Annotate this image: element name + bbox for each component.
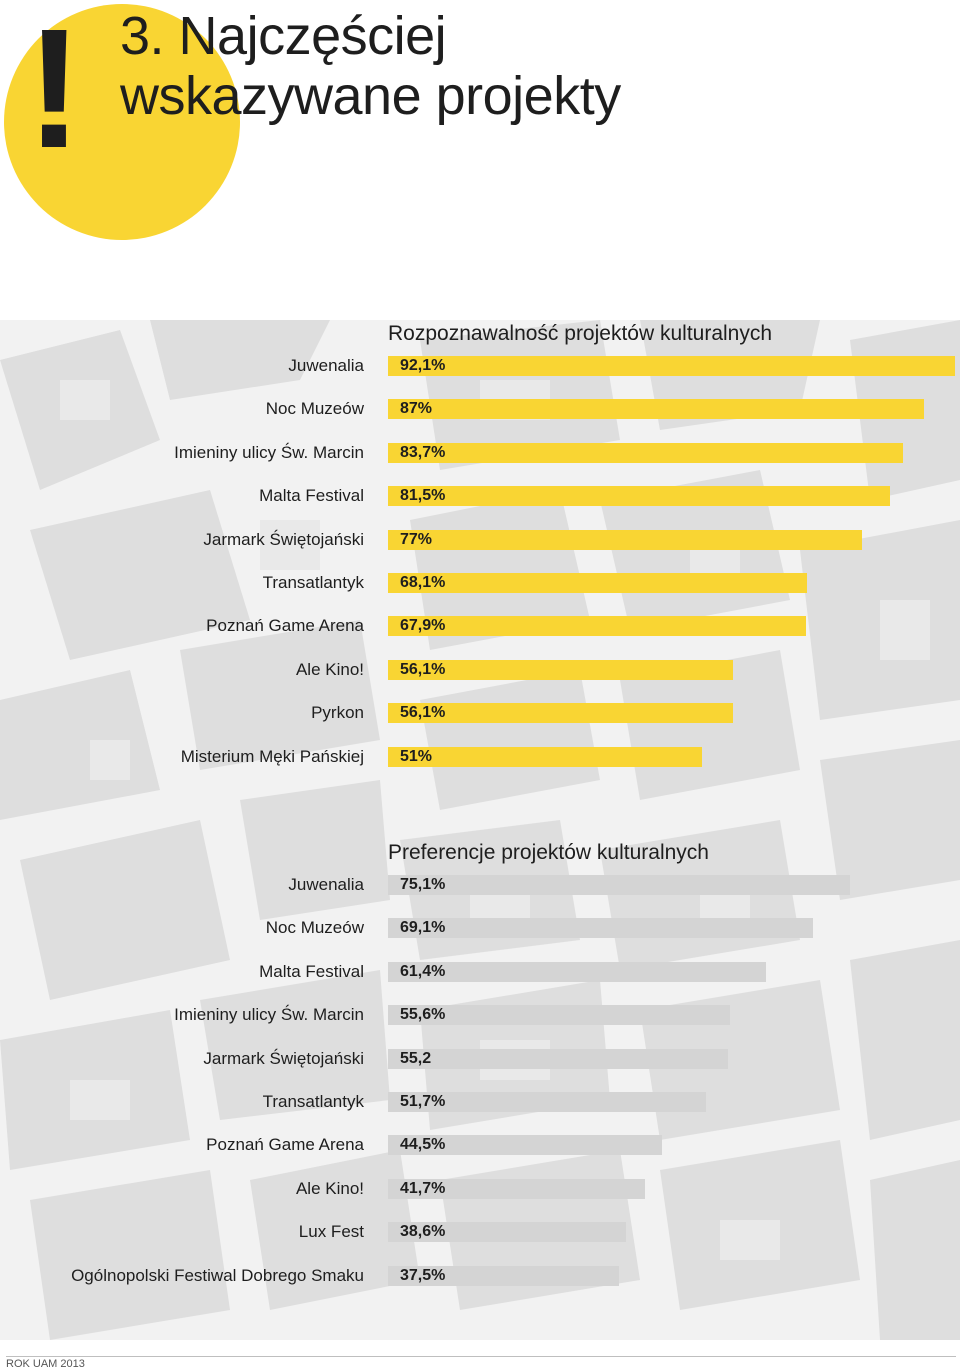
bar	[388, 399, 924, 419]
category-label: Noc Muzeów	[265, 399, 364, 418]
category-label: Ale Kino!	[295, 1179, 364, 1198]
data-label: 56,1%	[400, 661, 446, 678]
data-label: 67,9%	[400, 617, 446, 634]
category-label: Juwenalia	[288, 356, 364, 375]
category-label: Transatlantyk	[262, 573, 364, 592]
category-label: Ogólnopolski Festiwal Dobrego Smaku	[71, 1266, 364, 1285]
bar	[388, 486, 890, 506]
category-label: Lux Fest	[298, 1222, 364, 1241]
data-label: 68,1%	[400, 574, 446, 591]
data-label: 44,5%	[400, 1136, 446, 1153]
category-label: Noc Muzeów	[265, 918, 364, 937]
data-label: 83,7%	[400, 444, 446, 461]
category-label: Poznań Game Arena	[206, 616, 364, 635]
data-label: 55,6%	[400, 1006, 446, 1023]
category-label: Misterium Męki Pańskiej	[180, 747, 364, 766]
data-label: 38,6%	[400, 1223, 446, 1240]
data-label: 69,1%	[400, 919, 446, 936]
bar	[388, 616, 806, 636]
data-label: 77%	[400, 531, 433, 548]
data-label: 56,1%	[400, 704, 446, 721]
bar	[388, 1005, 730, 1025]
bar	[388, 443, 903, 463]
bar	[388, 1049, 728, 1069]
category-label: Juwenalia	[288, 875, 364, 894]
bar	[388, 356, 955, 376]
bar	[388, 573, 807, 593]
header: ! 3. Najczęściej wskazywane projekty	[0, 0, 960, 250]
bar	[388, 1222, 626, 1242]
data-label: 41,7%	[400, 1180, 446, 1197]
category-label: Imieniny ulicy Św. Marcin	[174, 1005, 364, 1024]
bar	[388, 703, 733, 723]
data-label: 87%	[400, 400, 433, 417]
data-label: 61,4%	[400, 963, 446, 980]
page-title: 3. Najczęściej wskazywane projekty	[120, 6, 621, 126]
data-label: 51,7%	[400, 1093, 446, 1110]
bar	[388, 875, 850, 895]
category-label: Jarmark Świętojański	[203, 530, 364, 549]
exclamation-mark: !	[26, 0, 83, 184]
data-label: 81,5%	[400, 487, 446, 504]
bar	[388, 660, 733, 680]
category-label: Poznań Game Arena	[206, 1135, 364, 1154]
bar	[388, 962, 766, 982]
data-label: 92,1%	[400, 357, 446, 374]
chart-title: Preferencje projektów kulturalnych	[388, 841, 709, 864]
page-title-line-2: wskazywane projekty	[120, 66, 621, 126]
bar	[388, 1135, 662, 1155]
yellow-circle-decoration	[4, 4, 240, 240]
data-label: 37,5%	[400, 1267, 446, 1284]
chart-title: Rozpoznawalność projektów kulturalnych	[388, 322, 773, 345]
data-label: 51%	[400, 748, 433, 765]
bar	[388, 1266, 619, 1286]
bar	[388, 1179, 645, 1199]
data-label: 55,2	[400, 1050, 432, 1067]
page-title-line-1: 3. Najczęściej	[120, 6, 447, 66]
category-label: Imieniny ulicy Św. Marcin	[174, 443, 364, 462]
category-label: Transatlantyk	[262, 1092, 364, 1111]
category-label: Malta Festival	[259, 486, 364, 505]
footer-text: ROK UAM 2013	[6, 1358, 85, 1370]
category-label: Pyrkon	[311, 703, 364, 722]
bar	[388, 530, 862, 550]
category-label: Jarmark Świętojański	[203, 1049, 364, 1068]
category-label: Malta Festival	[259, 962, 364, 981]
footer-divider	[6, 1356, 956, 1357]
bar	[388, 1092, 706, 1112]
category-label: Ale Kino!	[295, 660, 364, 679]
bar	[388, 747, 702, 767]
data-label: 75,1%	[400, 876, 446, 893]
bar	[388, 918, 813, 938]
